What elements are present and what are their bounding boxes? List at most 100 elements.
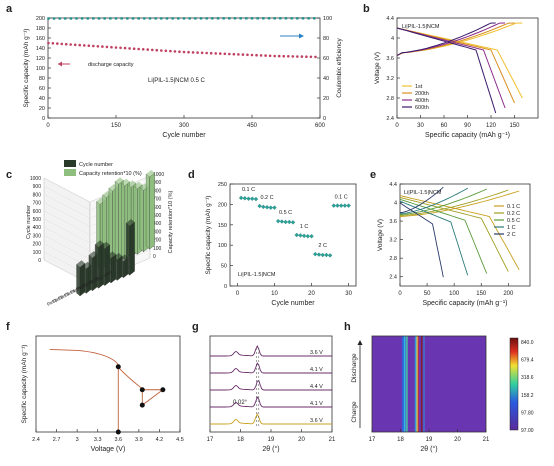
y-tick-label: 100 xyxy=(323,16,332,22)
capacity-point xyxy=(69,43,72,46)
y-tick-label: 4 xyxy=(394,201,397,207)
rate-point xyxy=(253,196,259,202)
trace-label: 4.1 V xyxy=(310,367,323,373)
rate-label: 0.5 C xyxy=(279,210,292,216)
efficiency-point xyxy=(273,17,276,20)
colorbar-label: 158.2 xyxy=(521,393,534,399)
y-tick-label: 140 xyxy=(36,46,45,52)
data-point xyxy=(139,402,145,408)
x-tick-label: 2.4 xyxy=(32,437,40,443)
rate-point xyxy=(309,234,314,239)
efficiency-point xyxy=(177,17,180,20)
discharge-curve xyxy=(399,202,444,278)
capacity-point xyxy=(132,47,136,50)
capacity-point xyxy=(78,43,82,47)
panel-letter: g xyxy=(192,321,199,333)
capacity-point xyxy=(169,49,172,53)
grid-line xyxy=(43,177,91,203)
x-tick-label: 3.9 xyxy=(135,437,143,443)
x-tick-label: 0 xyxy=(398,291,402,297)
efficiency-point xyxy=(296,17,299,20)
charge-label: Charge xyxy=(351,401,358,423)
trace-label: 3.6 V xyxy=(310,418,323,424)
capacity-point xyxy=(173,50,177,53)
capacity-point xyxy=(51,42,55,45)
capacity-point xyxy=(56,42,59,45)
xrd-trace xyxy=(210,344,332,357)
efficiency-point xyxy=(290,17,293,20)
x-axis-label: 2θ (°) xyxy=(420,445,437,453)
x-tick-label: 150 xyxy=(509,123,520,129)
guide-line xyxy=(142,389,164,406)
y-tick-label: 4.4 xyxy=(389,182,397,188)
y-tick-label: 60 xyxy=(39,86,45,92)
x-tick-label: 120 xyxy=(486,123,497,129)
discharge-curve xyxy=(399,198,488,274)
z-tick-label: 100 xyxy=(33,250,42,256)
category-label: Ref 3 xyxy=(58,291,70,301)
x-axis-label: Voltage (V) xyxy=(91,446,126,453)
category-label: Ref 1 xyxy=(46,297,58,307)
x-tick-label: 30 xyxy=(417,123,424,129)
category-label: Ref 8 xyxy=(88,276,100,286)
y-tick-label: 0 xyxy=(323,116,326,122)
capacity-curve xyxy=(49,348,143,390)
heatmap-stripe xyxy=(401,336,406,432)
capacity-point xyxy=(114,46,118,49)
rate-point xyxy=(275,218,281,224)
y-tick-label: 20 xyxy=(39,106,45,112)
capacity-point xyxy=(105,45,109,49)
efficiency-point xyxy=(222,17,225,20)
x-axis-label: 2θ (°) xyxy=(262,445,279,453)
efficiency-point xyxy=(279,17,282,20)
y-axis-label: Specific capacity (mAh g⁻¹) xyxy=(21,345,28,424)
y-tick-label: 3.2 xyxy=(386,76,394,82)
plot-frame xyxy=(229,183,357,287)
y-tick-label: 180 xyxy=(36,26,45,32)
x-tick-label: 0 xyxy=(46,123,50,129)
plot-frame xyxy=(35,335,181,433)
legend-label-cycle: Cycle number xyxy=(79,162,113,168)
capacity-point xyxy=(101,45,104,48)
efficiency-point xyxy=(228,17,231,20)
rate-point xyxy=(320,252,325,258)
heatmap-stripe xyxy=(423,336,425,432)
capacity-point xyxy=(73,43,77,47)
rate-point xyxy=(316,252,322,257)
efficiency-point xyxy=(131,17,135,20)
efficiency-point xyxy=(313,17,316,20)
category-label: Ref 7 xyxy=(82,279,94,289)
capacity-point xyxy=(119,46,122,50)
y-tick-label: 0 xyxy=(224,284,227,290)
capacity-point xyxy=(137,47,140,51)
capacity-point xyxy=(282,54,286,58)
efficiency-point xyxy=(307,17,310,20)
z-tick-label: 1000 xyxy=(30,176,41,182)
cycle-bar-front xyxy=(119,258,124,279)
efficiency-point xyxy=(154,17,157,20)
y-tick-label: 4.4 xyxy=(386,16,394,22)
capacity-point xyxy=(92,44,95,48)
panel-c: c 0 0 100 100 200 200 300 300 400 400 500 500 600 600 7… xyxy=(6,160,174,307)
y-tick-label: 0 xyxy=(42,116,45,122)
capacity-point xyxy=(60,42,64,46)
discharge-curve xyxy=(399,200,469,276)
efficiency-point xyxy=(245,17,248,20)
capacity-point xyxy=(155,48,159,52)
z2-tick-label: 500 xyxy=(153,213,162,219)
x-tick-label: 150 xyxy=(476,291,487,297)
y2-axis-label: Coulombic efficiency xyxy=(336,38,343,98)
x-tick-label: 4.5 xyxy=(176,437,184,443)
category-label: Ref 5 xyxy=(70,285,82,295)
grid-line xyxy=(43,202,91,227)
capacity-point xyxy=(214,52,218,55)
capacity-point xyxy=(82,44,86,47)
capacity-point xyxy=(237,53,240,56)
z-tick-label: 900 xyxy=(33,184,42,190)
retention-bar-top xyxy=(121,178,130,186)
z2-tick-label: 400 xyxy=(153,221,162,227)
cell-annotation: Li|PIL-1.5|NCM xyxy=(402,24,440,30)
x-tick-label: 0 xyxy=(236,291,240,297)
capacity-point xyxy=(223,52,227,56)
